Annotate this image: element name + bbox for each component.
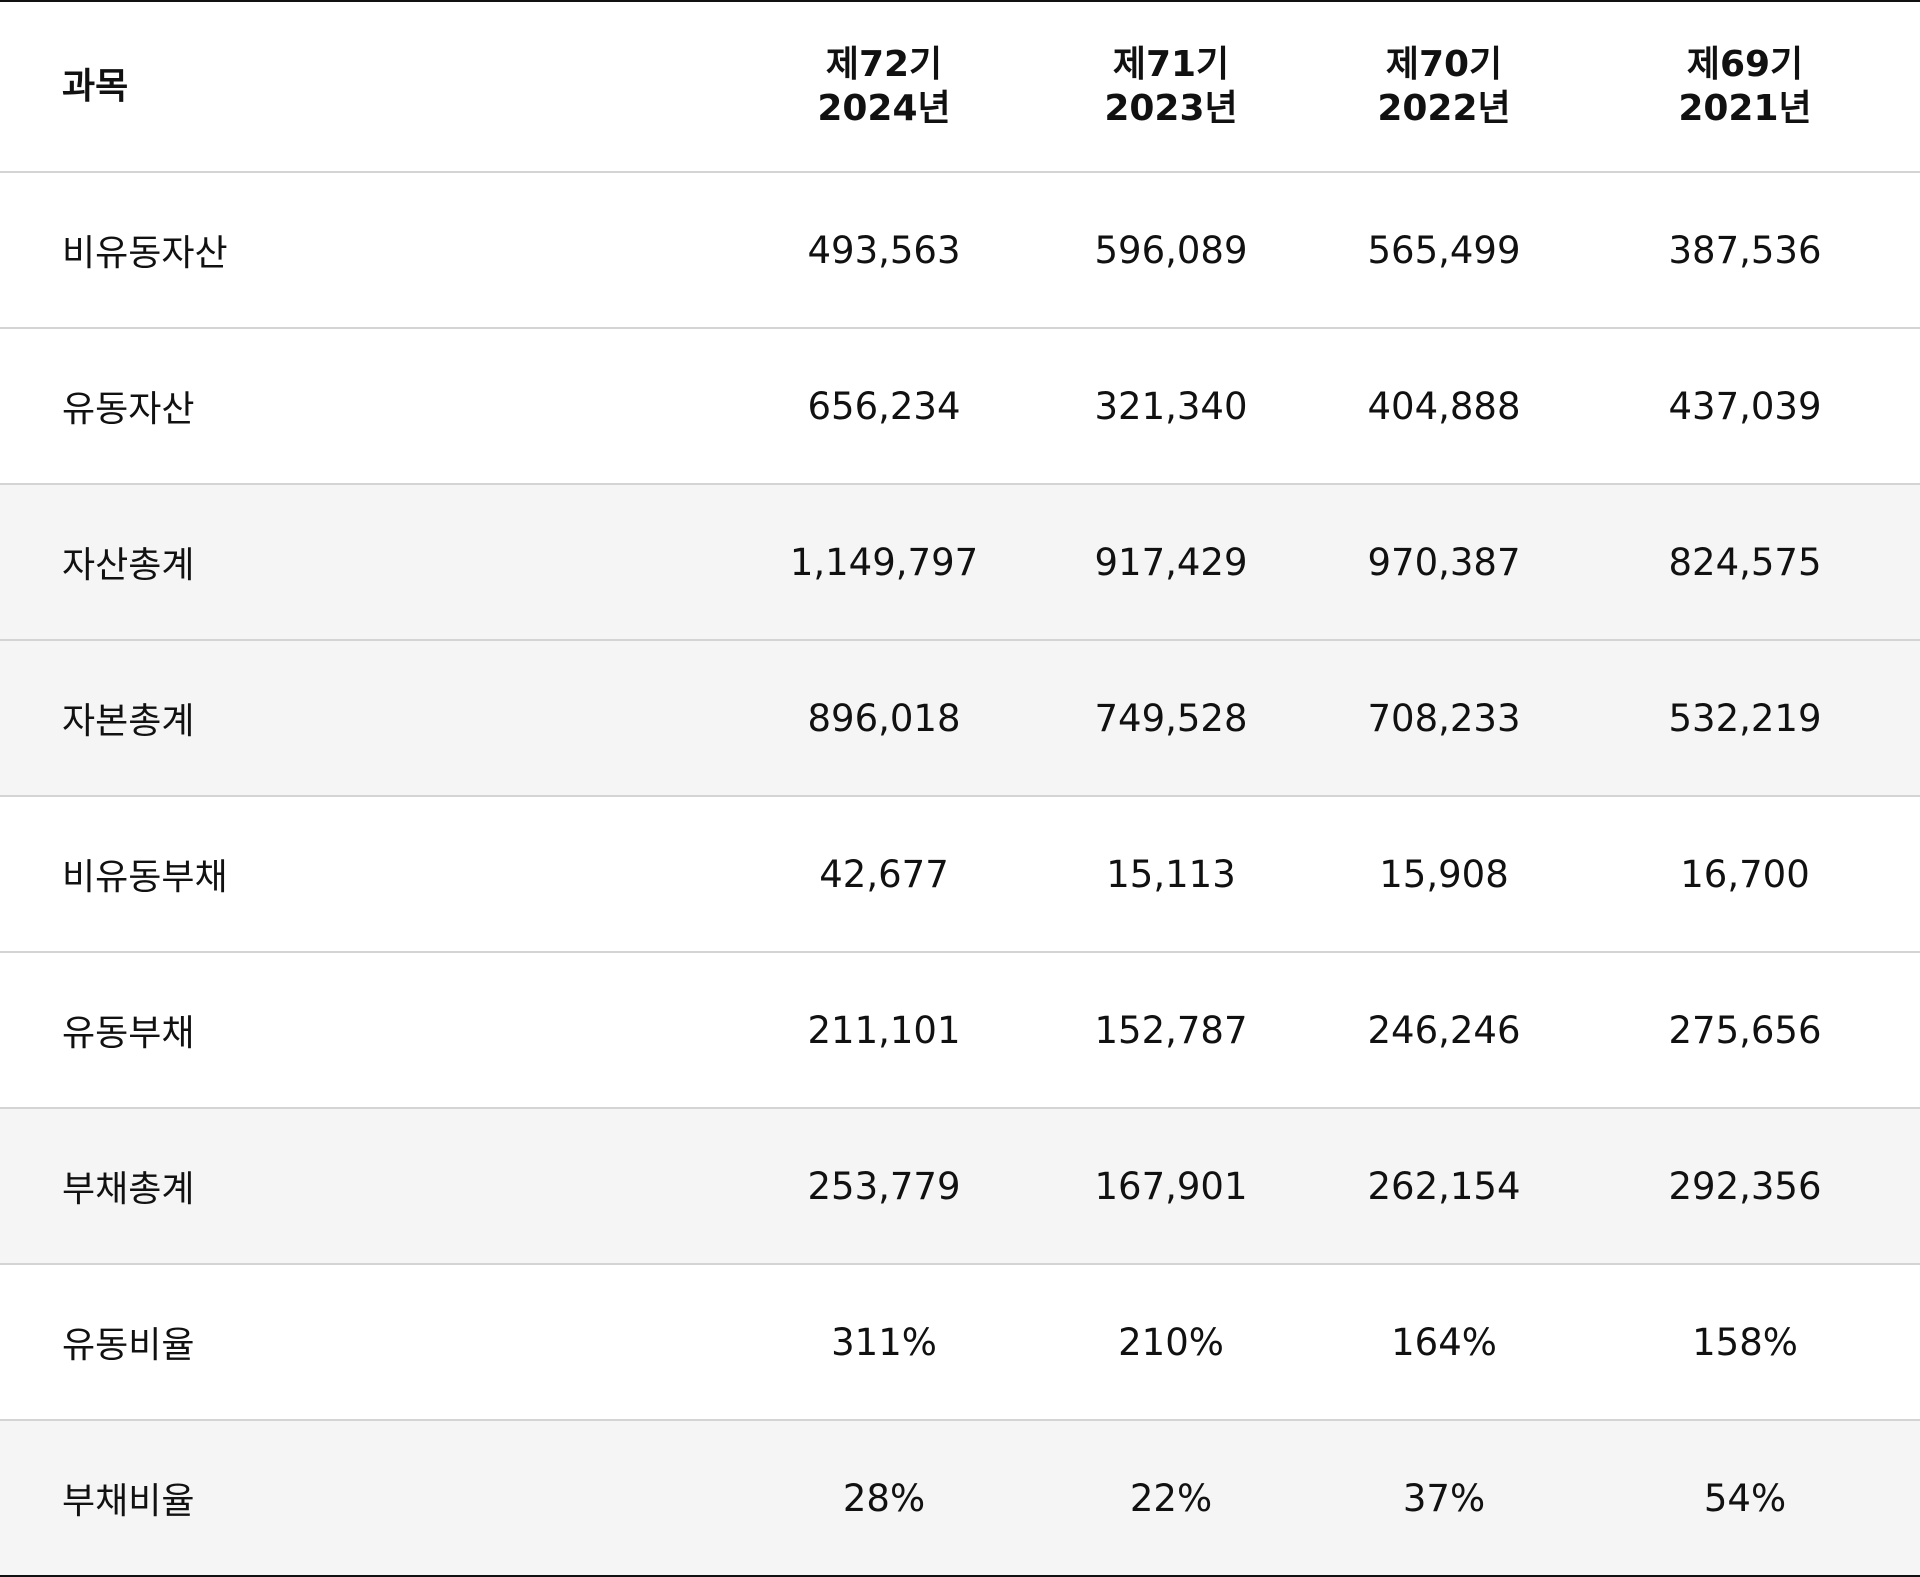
table-header-row: 과목 제72기 2024년 제71기 2023년 제70기 2022년 제69기… bbox=[0, 1, 1920, 173]
column-header-fy70: 제70기 2022년 bbox=[1318, 1, 1570, 173]
value-cell: 253,779 bbox=[744, 1108, 1024, 1265]
period-label: 제71기 bbox=[1112, 43, 1230, 85]
row-label: 비유동자산 bbox=[0, 172, 744, 329]
value-cell: 211,101 bbox=[744, 952, 1024, 1109]
value-cell: 917,429 bbox=[1024, 484, 1318, 641]
value-cell: 54% bbox=[1570, 1420, 1920, 1576]
value-cell: 321,340 bbox=[1024, 328, 1318, 485]
row-label: 부채총계 bbox=[0, 1108, 744, 1265]
value-cell: 656,234 bbox=[744, 328, 1024, 485]
row-label: 유동부채 bbox=[0, 952, 744, 1109]
row-label: 자본총계 bbox=[0, 640, 744, 797]
value-cell: 404,888 bbox=[1318, 328, 1570, 485]
value-cell: 387,536 bbox=[1570, 172, 1920, 329]
value-cell: 210% bbox=[1024, 1264, 1318, 1421]
table-row-total-equity: 자본총계 896,018 749,528 708,233 532,219 bbox=[0, 640, 1920, 797]
period-label: 제70기 bbox=[1385, 43, 1503, 85]
year-label: 2022년 bbox=[1377, 87, 1511, 129]
value-cell: 970,387 bbox=[1318, 484, 1570, 641]
year-label: 2023년 bbox=[1104, 87, 1238, 129]
value-cell: 896,018 bbox=[744, 640, 1024, 797]
value-cell: 262,154 bbox=[1318, 1108, 1570, 1265]
value-cell: 22% bbox=[1024, 1420, 1318, 1576]
period-label: 제69기 bbox=[1686, 43, 1804, 85]
value-cell: 437,039 bbox=[1570, 328, 1920, 485]
table-row-non-current-assets: 비유동자산 493,563 596,089 565,499 387,536 bbox=[0, 172, 1920, 329]
table-row-current-ratio: 유동비율 311% 210% 164% 158% bbox=[0, 1264, 1920, 1421]
value-cell: 275,656 bbox=[1570, 952, 1920, 1109]
value-cell: 292,356 bbox=[1570, 1108, 1920, 1265]
column-header-fy71: 제71기 2023년 bbox=[1024, 1, 1318, 173]
table-row-debt-ratio: 부채비율 28% 22% 37% 54% bbox=[0, 1420, 1920, 1576]
row-label: 비유동부채 bbox=[0, 796, 744, 953]
value-cell: 1,149,797 bbox=[744, 484, 1024, 641]
row-label: 유동비율 bbox=[0, 1264, 744, 1421]
year-label: 2021년 bbox=[1678, 87, 1812, 129]
table-row-total-assets: 자산총계 1,149,797 917,429 970,387 824,575 bbox=[0, 484, 1920, 641]
value-cell: 15,908 bbox=[1318, 796, 1570, 953]
value-cell: 164% bbox=[1318, 1264, 1570, 1421]
table-row-total-liabilities: 부채총계 253,779 167,901 262,154 292,356 bbox=[0, 1108, 1920, 1265]
value-cell: 565,499 bbox=[1318, 172, 1570, 329]
value-cell: 749,528 bbox=[1024, 640, 1318, 797]
value-cell: 246,246 bbox=[1318, 952, 1570, 1109]
column-header-fy72: 제72기 2024년 bbox=[744, 1, 1024, 173]
account-column-header: 과목 bbox=[0, 1, 744, 173]
period-label: 제72기 bbox=[825, 43, 943, 85]
value-cell: 152,787 bbox=[1024, 952, 1318, 1109]
table-row-current-assets: 유동자산 656,234 321,340 404,888 437,039 bbox=[0, 328, 1920, 485]
value-cell: 37% bbox=[1318, 1420, 1570, 1576]
value-cell: 596,089 bbox=[1024, 172, 1318, 329]
table-row-non-current-liabilities: 비유동부채 42,677 15,113 15,908 16,700 bbox=[0, 796, 1920, 953]
value-cell: 493,563 bbox=[744, 172, 1024, 329]
value-cell: 158% bbox=[1570, 1264, 1920, 1421]
row-label: 자산총계 bbox=[0, 484, 744, 641]
value-cell: 28% bbox=[744, 1420, 1024, 1576]
row-label: 유동자산 bbox=[0, 328, 744, 485]
value-cell: 42,677 bbox=[744, 796, 1024, 953]
row-label: 부채비율 bbox=[0, 1420, 744, 1576]
value-cell: 824,575 bbox=[1570, 484, 1920, 641]
value-cell: 167,901 bbox=[1024, 1108, 1318, 1265]
column-header-fy69: 제69기 2021년 bbox=[1570, 1, 1920, 173]
value-cell: 311% bbox=[744, 1264, 1024, 1421]
year-label: 2024년 bbox=[817, 87, 951, 129]
value-cell: 16,700 bbox=[1570, 796, 1920, 953]
value-cell: 15,113 bbox=[1024, 796, 1318, 953]
table-row-current-liabilities: 유동부채 211,101 152,787 246,246 275,656 bbox=[0, 952, 1920, 1109]
value-cell: 708,233 bbox=[1318, 640, 1570, 797]
value-cell: 532,219 bbox=[1570, 640, 1920, 797]
